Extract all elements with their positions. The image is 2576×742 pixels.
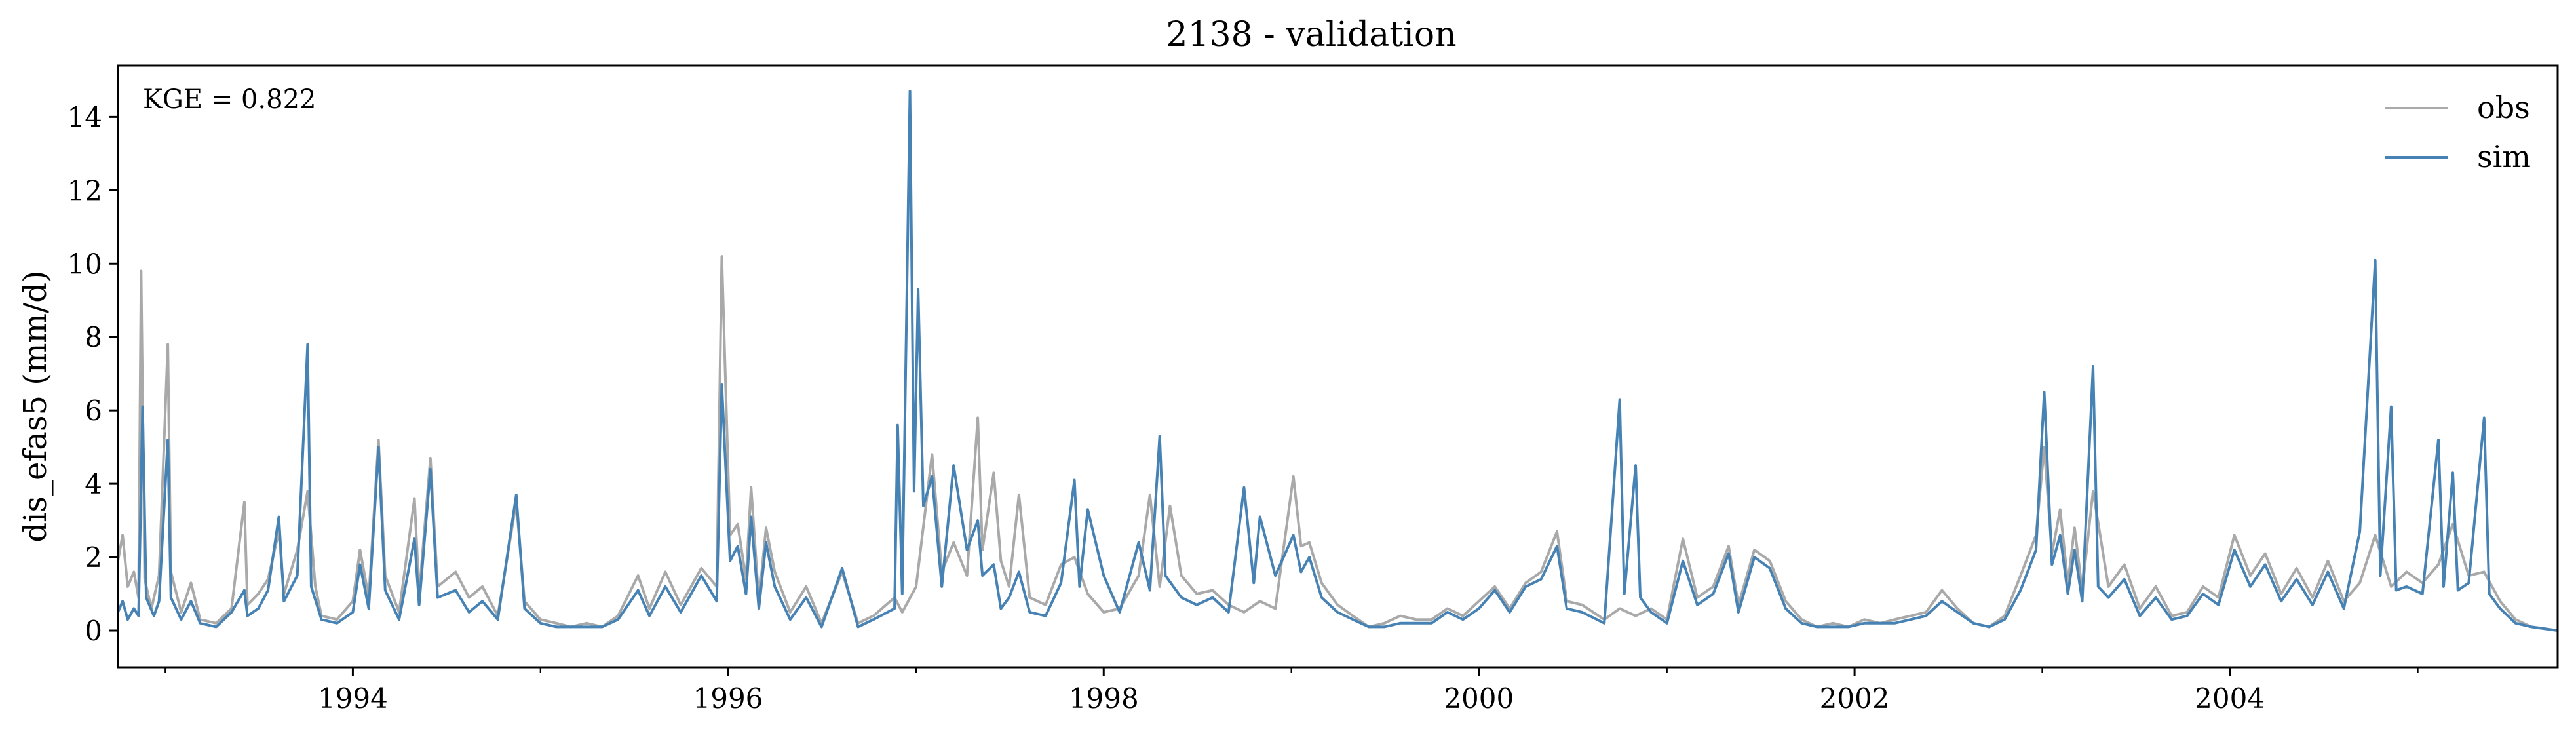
series-line-obs — [117, 255, 2558, 632]
series-line-sim — [117, 90, 2558, 632]
plot-frame — [117, 64, 2559, 669]
x-tick-label: 2000 — [1444, 682, 1514, 714]
x-tick-label: 1998 — [1069, 682, 1139, 714]
y-tick-label: 0 — [85, 615, 102, 647]
plot-area — [117, 90, 2558, 632]
x-tick-label: 1996 — [693, 682, 763, 714]
y-tick-label: 14 — [67, 101, 102, 133]
y-axis: 0 2 4 6 8 10 12 14 — [67, 101, 118, 647]
x-tick-label: 2004 — [2195, 682, 2265, 714]
y-tick-label: 6 — [85, 395, 102, 427]
legend-label-sim: sim — [2477, 139, 2531, 174]
y-tick-label: 10 — [67, 248, 102, 280]
chart-title: 2138 - validation — [1166, 15, 1456, 54]
y-tick-label: 4 — [85, 468, 102, 500]
x-tick-label: 2002 — [1820, 682, 1890, 714]
legend-label-obs: obs — [2477, 90, 2530, 125]
x-axis: 1994 1996 1998 2000 2002 2004 — [164, 667, 2419, 714]
y-axis-label: dis_efas5 (mm/d) — [17, 270, 54, 542]
x-tick-label: 1994 — [318, 682, 388, 714]
legend: obs sim — [2385, 90, 2531, 174]
kge-annotation: KGE = 0.822 — [143, 85, 317, 115]
y-tick-label: 8 — [85, 321, 102, 353]
y-tick-label: 12 — [67, 174, 102, 206]
y-tick-label: 2 — [85, 541, 102, 574]
